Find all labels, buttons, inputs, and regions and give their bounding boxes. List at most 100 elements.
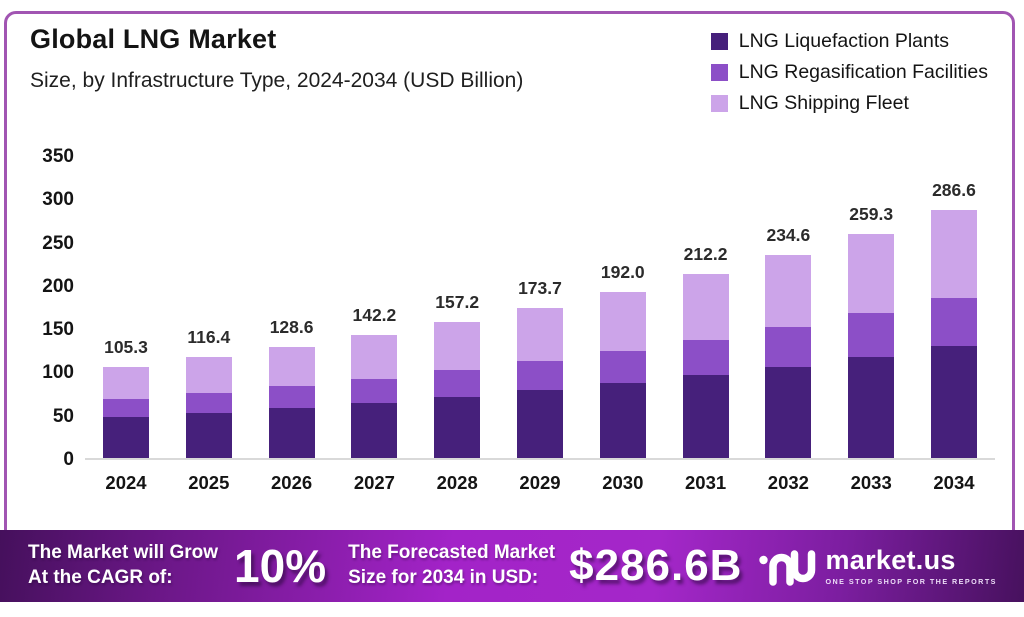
y-axis-tick-label: 250 [42, 232, 74, 254]
x-axis-tick-label-2029: 2029 [519, 472, 561, 493]
bar-segment-2028-lng-regasification-facilities [434, 370, 481, 397]
bar-segment-2026-lng-shipping-fleet [268, 346, 315, 387]
bar-segment-2032-lng-regasification-facilities [765, 327, 812, 367]
bar-group-2031: 212.2 [665, 157, 747, 458]
bar-total-label-2030: 192.0 [600, 261, 645, 282]
bar-group-2030: 192.0 [582, 157, 664, 458]
bar-segment-2034-lng-regasification-facilities [930, 297, 977, 347]
legend-label: LNG Shipping Fleet [738, 92, 909, 114]
bar-segment-2032-lng-liquefaction-plants [765, 366, 812, 458]
bar-2033 [848, 233, 895, 458]
stacked-bar-chart: 350 300 250 200 150 100 50 0 105.3 116.4 128.6 142… [16, 146, 995, 493]
x-axis-tick-label-2032: 2032 [767, 472, 809, 493]
forecast-label-line2: Size for 2034 in USD: [348, 567, 539, 588]
bar-2029 [516, 307, 563, 458]
bar-segment-2031-lng-shipping-fleet [682, 274, 729, 340]
bar-total-label-2025: 116.4 [187, 327, 231, 348]
y-axis-tick-label: 350 [42, 146, 74, 167]
bar-2024 [103, 366, 149, 458]
y-axis-tick-label: 200 [42, 275, 74, 297]
bar-total-label-2028: 157.2 [435, 291, 480, 312]
bar-2025 [185, 357, 232, 458]
legend: LNG Liquefaction Plants LNG Regasificati… [710, 30, 988, 115]
bar-2026 [268, 346, 315, 458]
cagr-label-line2: At the CAGR of: [28, 567, 173, 588]
y-axis-tick-label: 0 [63, 449, 74, 470]
x-axis-tick-label-2027: 2027 [353, 472, 395, 493]
bar-segment-2024-lng-shipping-fleet [103, 366, 149, 400]
legend-label: LNG Regasification Facilities [738, 61, 988, 83]
cagr-label-line1: The Market will Grow [28, 542, 219, 564]
brand-name: market.us [825, 544, 956, 575]
bar-segment-2030-lng-regasification-facilities [599, 350, 646, 384]
forecast-label: The Forecasted Market Size for 2034 in U… [348, 541, 555, 590]
chart-header: Global LNG Market Size, by Infrastructur… [30, 24, 523, 93]
bar-segment-2025-lng-regasification-facilities [185, 393, 232, 413]
x-axis-tick-label-2031: 2031 [685, 472, 727, 493]
bar-group-2028: 157.2 [416, 157, 498, 458]
brand-wordmark: market.us ONE STOP SHOP FOR THE REPORTS [825, 544, 997, 586]
bar-segment-2027-lng-regasification-facilities [351, 378, 398, 403]
bar-total-label-2032: 234.6 [766, 224, 811, 245]
bar-2027 [351, 334, 398, 458]
y-axis-tick-label: 50 [52, 405, 74, 427]
footer-banner: The Market will Grow At the CAGR of: 10%… [0, 530, 1024, 602]
bar-segment-2029-lng-liquefaction-plants [516, 390, 563, 458]
legend-swatch-shipping-icon [710, 95, 728, 112]
bar-total-label-2033: 259.3 [849, 203, 894, 224]
bar-segment-2034-lng-liquefaction-plants [930, 346, 977, 458]
x-axis-tick-label-2034: 2034 [933, 472, 975, 493]
bar-segment-2026-lng-regasification-facilities [268, 386, 315, 408]
page-title: Global LNG Market [30, 24, 277, 54]
bar-2028 [434, 321, 481, 458]
legend-item-liquefaction: LNG Liquefaction Plants [710, 30, 988, 53]
bar-group-2027: 142.2 [333, 157, 415, 458]
bar-segment-2033-lng-regasification-facilities [848, 313, 895, 357]
cagr-label: The Market will Grow At the CAGR of: [28, 541, 218, 590]
brand-logo: market.us ONE STOP SHOP FOR THE REPORTS [758, 544, 996, 588]
brand-tagline: ONE STOP SHOP FOR THE REPORTS [825, 576, 997, 586]
bar-segment-2024-lng-regasification-facilities [103, 399, 149, 417]
bar-2031 [682, 274, 729, 458]
cagr-value: 10% [234, 540, 327, 592]
bar-group-2032: 234.6 [747, 157, 829, 458]
legend-swatch-regasification-icon [710, 64, 728, 81]
legend-item-regasification: LNG Regasification Facilities [710, 61, 988, 84]
legend-swatch-liquefaction-icon [710, 33, 728, 50]
bar-segment-2027-lng-shipping-fleet [351, 334, 398, 379]
x-axis-tick-label-2026: 2026 [271, 472, 313, 493]
x-axis-tick-label-2028: 2028 [436, 472, 478, 493]
bar-segment-2027-lng-liquefaction-plants [351, 402, 398, 458]
bar-group-2025: 116.4 [168, 157, 250, 458]
legend-item-shipping: LNG Shipping Fleet [710, 92, 988, 115]
forecast-value: $286.6B [569, 541, 743, 590]
bar-2034 [930, 209, 977, 458]
bar-group-2026: 128.6 [251, 157, 333, 458]
y-axis-tick-label: 300 [42, 189, 74, 211]
market-us-logo-icon [759, 550, 816, 586]
bar-2030 [599, 291, 646, 458]
bar-group-2033: 259.3 [830, 157, 912, 458]
plot-area: 105.3 116.4 128.6 142.2 157.2 173.7 192.0 212.2… [85, 157, 995, 460]
bar-segment-2028-lng-liquefaction-plants [434, 396, 481, 458]
bar-segment-2031-lng-liquefaction-plants [682, 375, 729, 458]
bar-segment-2025-lng-liquefaction-plants [185, 412, 232, 458]
bar-segment-2033-lng-liquefaction-plants [848, 356, 895, 458]
bar-segment-2031-lng-regasification-facilities [682, 339, 729, 376]
bar-total-label-2029: 173.7 [518, 277, 562, 298]
bar-total-label-2031: 212.2 [683, 244, 728, 265]
y-axis: 350 300 250 200 150 100 50 0 [16, 146, 74, 470]
bar-segment-2024-lng-liquefaction-plants [103, 416, 149, 458]
bar-segment-2029-lng-regasification-facilities [516, 360, 563, 391]
forecast-label-line1: The Forecasted Market [348, 542, 556, 564]
bar-group-2024: 105.3 [85, 157, 167, 458]
bar-segment-2030-lng-liquefaction-plants [599, 383, 646, 458]
bar-segment-2026-lng-liquefaction-plants [268, 407, 315, 458]
y-axis-tick-label: 100 [42, 362, 74, 384]
bar-segment-2032-lng-shipping-fleet [765, 254, 812, 328]
bar-total-label-2027: 142.2 [352, 304, 397, 325]
bar-segment-2030-lng-shipping-fleet [599, 291, 646, 351]
bar-2032 [765, 254, 812, 458]
bar-total-label-2026: 128.6 [269, 316, 314, 337]
x-axis-tick-label-2033: 2033 [850, 472, 892, 493]
